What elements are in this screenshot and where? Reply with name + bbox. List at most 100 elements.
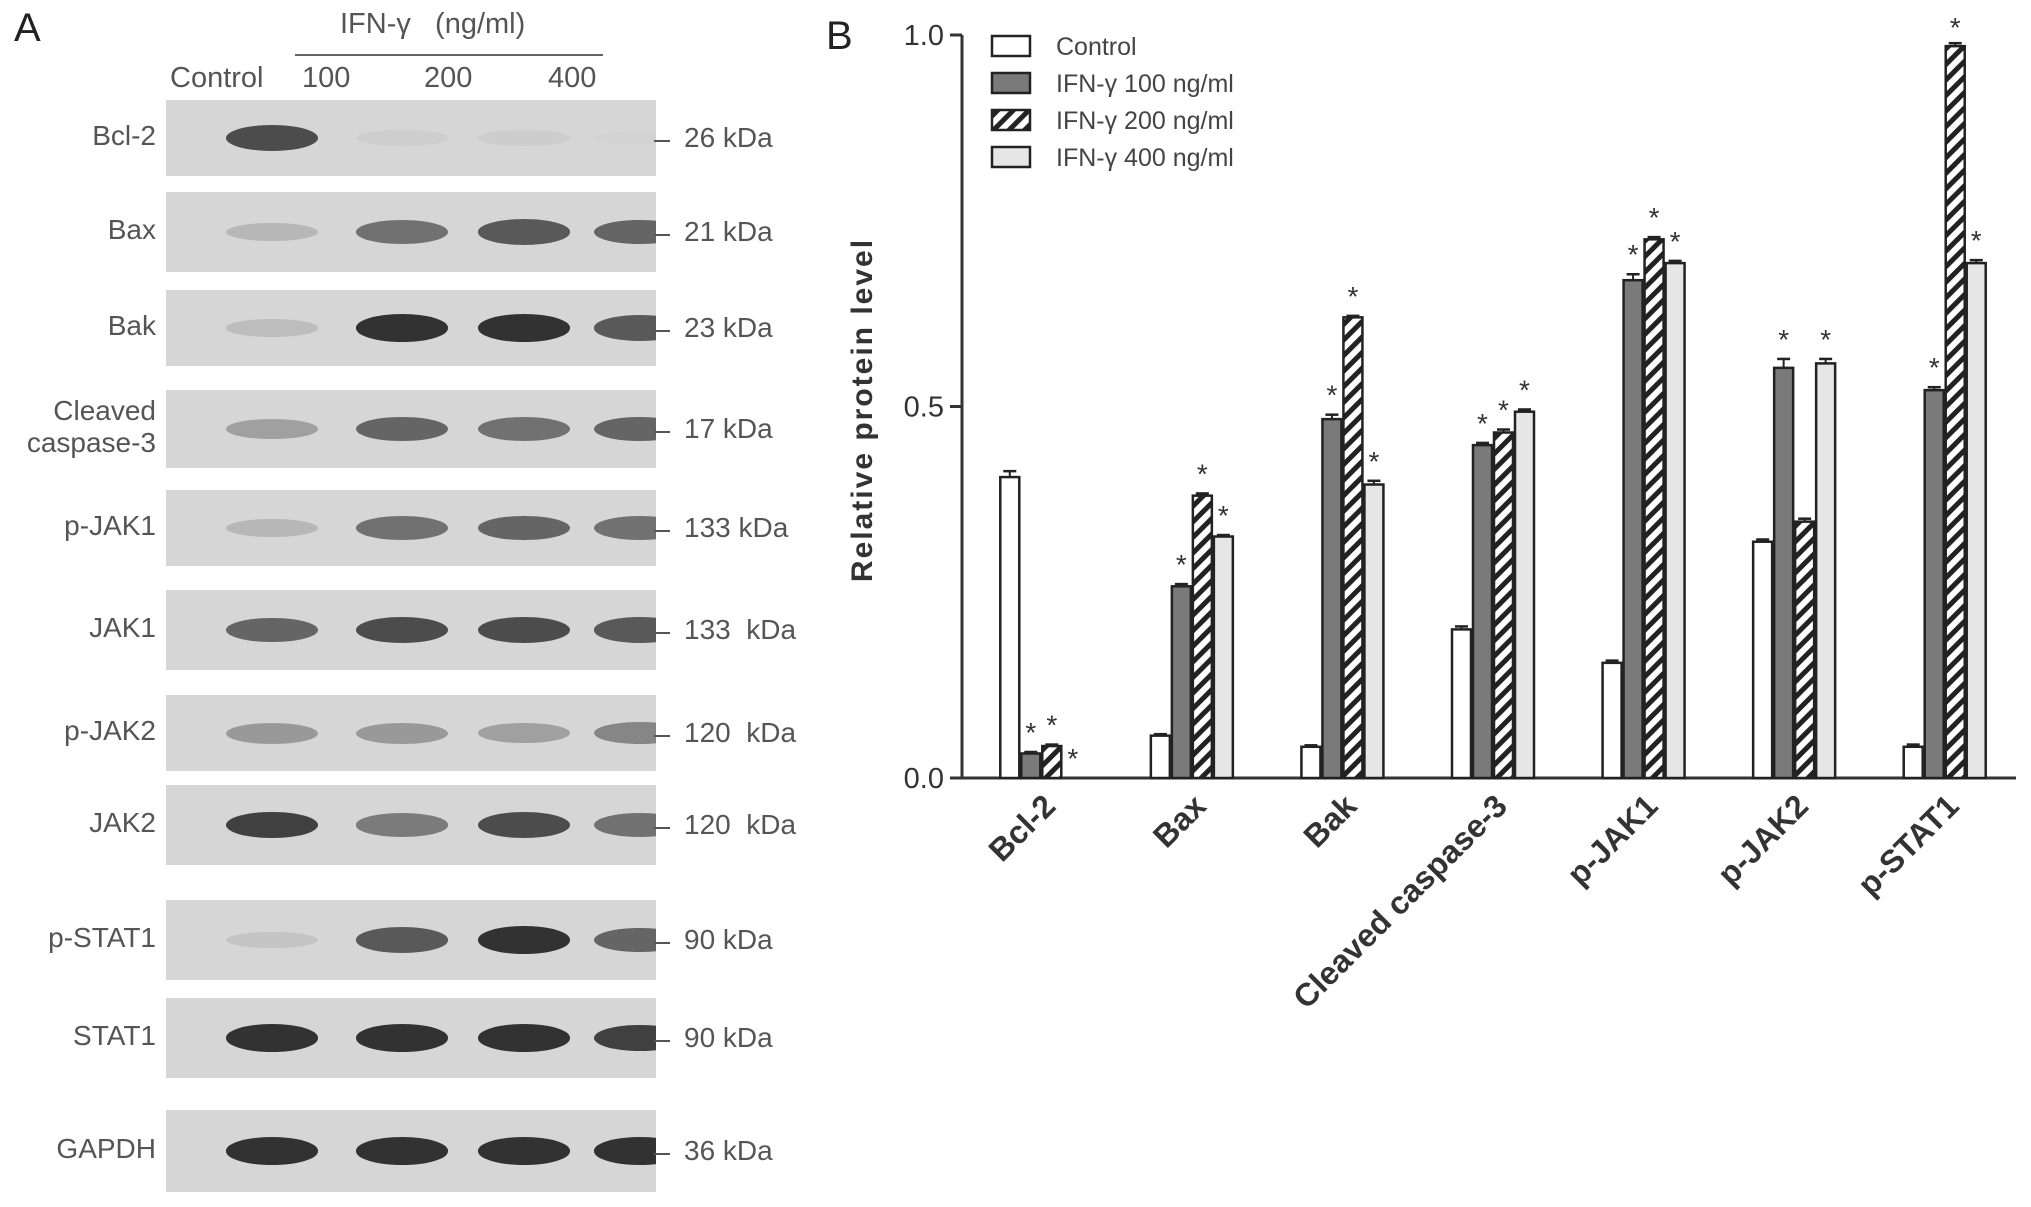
bar-1 [1020, 752, 1042, 780]
bar-1 [1923, 388, 1945, 780]
lane-header-control: Control [170, 62, 264, 94]
blot-band [226, 1137, 318, 1165]
significance-star: * [1347, 281, 1358, 312]
bar-0 [1149, 734, 1172, 780]
blot-band [356, 516, 448, 540]
bar-3 [1664, 261, 1686, 780]
blot-band [226, 617, 318, 643]
x-tick-label: Bax [1146, 787, 1213, 854]
blot-band [356, 314, 448, 342]
kda-label-8: 90 kDa [684, 924, 773, 955]
bar-1 [1772, 366, 1795, 780]
blot-band [594, 617, 656, 643]
kda-tick [654, 632, 670, 634]
significance-star: * [1025, 717, 1036, 748]
blot-band [226, 125, 318, 151]
blot-strip-1 [166, 192, 656, 272]
blot-strip-4 [166, 490, 656, 566]
legend-swatch-1 [990, 71, 1032, 95]
x-tick-label: p-STAT1 [1851, 787, 1966, 902]
x-tick-label: Bcl-2 [981, 787, 1062, 868]
blot-band [478, 515, 570, 541]
bar-0 [1450, 628, 1473, 780]
significance-star: * [1628, 239, 1639, 270]
significance-star: * [1477, 408, 1488, 439]
blot-band [226, 811, 318, 839]
legend-label-3: IFN-γ 400 ng/ml [1056, 144, 1234, 172]
lane-header-100: 100 [302, 62, 351, 94]
blot-label-3: Cleaved caspase-3 [26, 395, 156, 458]
kda-label-2: 23 kDa [684, 312, 773, 343]
panel-a-letter: A [14, 6, 41, 50]
significance-star: * [1368, 446, 1379, 477]
kda-tick [654, 140, 670, 142]
blot-band [478, 219, 570, 245]
blot-band [478, 1137, 570, 1165]
kda-tick [654, 330, 670, 332]
significance-star: * [1649, 202, 1660, 233]
significance-star: * [1176, 549, 1187, 580]
blot-band [226, 1024, 318, 1052]
blot-strip-10 [166, 1110, 656, 1192]
kda-tick [654, 735, 670, 737]
blot-strip-9 [166, 998, 656, 1078]
blot-label-4: p-JAK1 [64, 510, 156, 541]
blot-band [594, 130, 656, 146]
blot-label-0: Bcl-2 [92, 120, 156, 151]
blot-label-2: Bak [107, 310, 156, 341]
bar-0 [1902, 745, 1924, 780]
y-tick-label: 1.0 [904, 20, 944, 52]
blot-strip-7 [166, 785, 656, 865]
significance-star: * [1929, 352, 1940, 383]
blot-band [356, 927, 448, 953]
blot-band [478, 1024, 570, 1052]
bar-3 [1965, 261, 1987, 780]
blot-band [226, 319, 318, 337]
kda-tick [654, 1153, 670, 1155]
x-tick-label: Bak [1296, 787, 1363, 854]
blot-band [356, 722, 448, 744]
kda-label-10: 36 kDa [684, 1135, 773, 1166]
kda-tick [654, 530, 670, 532]
blot-label-9: STAT1 [73, 1020, 156, 1051]
blot-band [356, 813, 448, 837]
bar-2 [1643, 238, 1665, 780]
legend-label-0: Control [1056, 33, 1137, 61]
blot-band [356, 1024, 448, 1052]
bar-3 [1513, 410, 1536, 780]
blot-band [594, 721, 656, 745]
blot-band [226, 722, 318, 744]
significance-star: * [1971, 225, 1982, 256]
legend-swatch-3 [990, 145, 1032, 169]
lane-header-400: 400 [548, 62, 597, 94]
significance-star: * [1197, 458, 1208, 489]
kda-label-3: 17 kDa [684, 413, 773, 444]
kda-label-4: 133 kDa [684, 512, 789, 543]
significance-star: * [1498, 395, 1509, 426]
significance-star: * [1218, 500, 1229, 531]
y-axis-title: Relative protein level [846, 238, 879, 582]
blot-band [594, 315, 656, 341]
bar-2 [1342, 316, 1364, 780]
blot-label-6: p-JAK2 [64, 715, 156, 746]
blot-band [356, 220, 448, 244]
y-tick-label: 0.5 [904, 392, 944, 424]
kda-tick [654, 942, 670, 944]
bar-2 [1492, 431, 1515, 780]
blot-band [356, 130, 448, 146]
ifn-gamma-header: IFN-γ (ng/ml) [340, 8, 526, 40]
bar-2 [1191, 494, 1214, 780]
bar-1 [1471, 443, 1494, 780]
bar-2 [1793, 520, 1816, 780]
blot-strip-0 [166, 100, 656, 176]
blot-label-1: Bax [107, 214, 156, 245]
significance-star: * [1326, 380, 1337, 411]
blot-band [594, 516, 656, 540]
legend-label-1: IFN-γ 100 ng/ml [1056, 70, 1234, 98]
blot-label-10: GAPDH [56, 1133, 156, 1164]
significance-star: * [1519, 374, 1530, 405]
bar-2 [1944, 44, 1966, 780]
significance-star: * [1820, 324, 1831, 355]
bar-2 [1041, 744, 1063, 780]
